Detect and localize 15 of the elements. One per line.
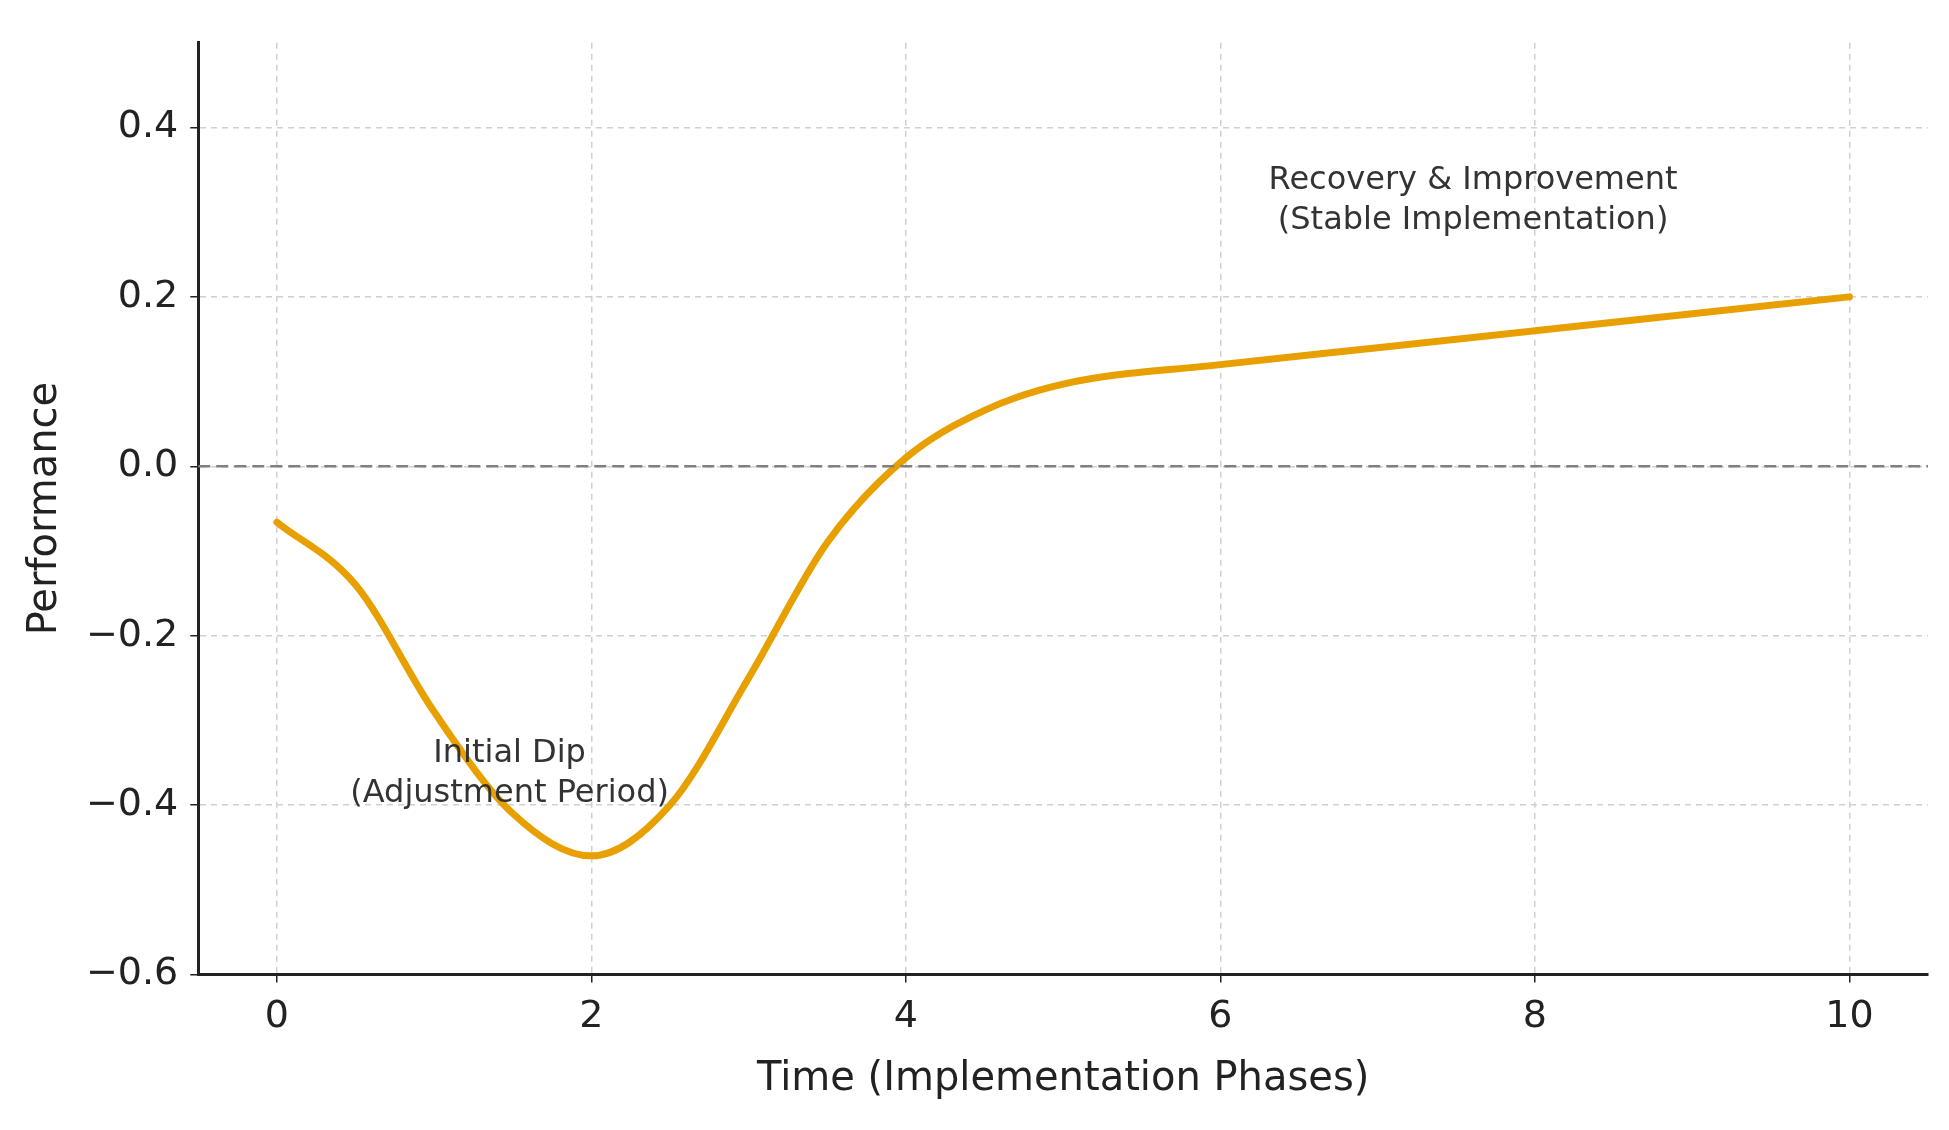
y-tick-label: −0.6 xyxy=(85,949,179,994)
annotation: Recovery & Improvement (Stable Implementation) xyxy=(1268,159,1678,238)
y-tick-label: 0.2 xyxy=(117,271,179,316)
y-tick-label: 0.0 xyxy=(117,441,179,486)
y-tick-label: 0.4 xyxy=(117,102,179,147)
y-axis-title: Performance xyxy=(19,381,66,636)
x-tick-label: 4 xyxy=(893,992,918,1037)
x-axis-title: Time (Implementation Phases) xyxy=(755,1053,1370,1100)
x-tick-label: 2 xyxy=(579,992,604,1037)
x-tick-label: 0 xyxy=(264,992,289,1037)
y-tick-label: −0.4 xyxy=(85,779,179,824)
x-tick-label: 8 xyxy=(1522,992,1547,1037)
x-tick-label: 6 xyxy=(1208,992,1233,1037)
x-tick-label: 10 xyxy=(1825,992,1874,1037)
y-tick-label: −0.2 xyxy=(85,610,179,655)
